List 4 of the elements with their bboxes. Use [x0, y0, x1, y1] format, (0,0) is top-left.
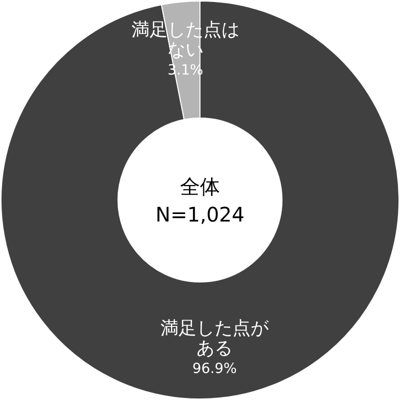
data-label: 96.9% — [192, 361, 237, 378]
text: 全体 — [180, 174, 220, 198]
slice-label: 満足した点がある — [160, 318, 270, 360]
text: N=1,024 — [156, 202, 244, 226]
